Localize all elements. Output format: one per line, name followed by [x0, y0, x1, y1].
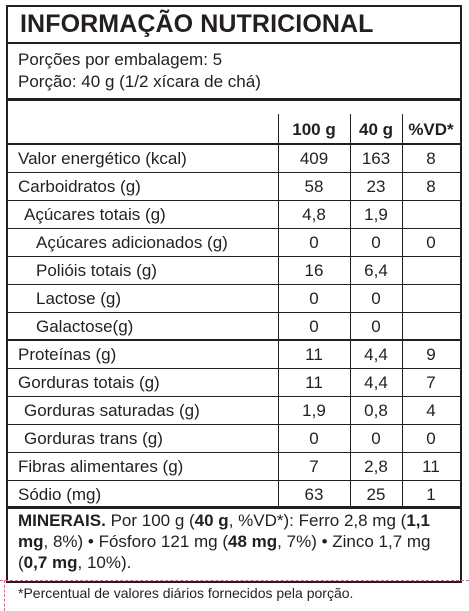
table-row: Carboidratos (g) 58 23 8: [8, 173, 460, 201]
table-row: Fibras alimentares (g) 7 2,8 11: [8, 453, 460, 481]
value-vd: 0: [426, 233, 436, 252]
value-100g: 0: [309, 233, 319, 252]
table-row: Gorduras totais (g) 11 4,4 7: [8, 369, 460, 397]
value-vd: 1: [426, 485, 436, 504]
column-divider-1: [278, 114, 279, 508]
value-40g: 25: [366, 485, 386, 504]
nutrient-name: Proteínas (g): [18, 345, 117, 364]
value-vd: [402, 201, 460, 228]
cut-line-top: [0, 580, 469, 581]
value-40g: 0,8: [364, 401, 388, 420]
value-40g: 0: [371, 289, 381, 308]
column-divider-3: [402, 114, 403, 508]
value-vd: [402, 313, 460, 339]
value-vd: 11: [422, 457, 440, 476]
minerals-portion: 40 g: [194, 511, 229, 530]
table-row: Valor energético (kcal) 409 163 8: [8, 145, 460, 173]
value-40g: 23: [366, 177, 386, 196]
nutrient-name: Valor energético (kcal): [18, 149, 187, 168]
minerals-zinc: , 7%) • Zinco 1,7 mg (: [18, 532, 431, 572]
table-row: Galactose(g) 0 0: [8, 313, 460, 341]
table-row: Gorduras saturadas (g) 1,9 0,8 4: [8, 397, 460, 425]
table-row: Polióis totais (g) 16 6,4: [8, 257, 460, 285]
table-row: Sódio (mg) 63 25 1: [8, 481, 460, 509]
column-divider-2: [350, 114, 351, 508]
nutrient-name: Açúcares totais (g): [24, 205, 166, 224]
table-header-row: 100 g 40 g %VD*: [8, 115, 460, 145]
value-100g: 409: [299, 149, 329, 168]
table-row: Açúcares adicionados (g) 0 0 0: [8, 229, 460, 257]
value-40g: 4,4: [364, 373, 388, 392]
value-40g: 0: [371, 233, 381, 252]
minerals-divider: [8, 506, 460, 508]
minerals-zinc-end: , 10%).: [77, 553, 132, 572]
value-100g: 63: [304, 485, 324, 504]
nutrient-name: Polióis totais (g): [36, 261, 157, 280]
servings-per-package: Porções por embalagem: 5: [18, 50, 223, 69]
value-40g: 1,9: [364, 205, 388, 224]
value-40g: 163: [361, 149, 391, 168]
serving-divider: [8, 98, 460, 101]
value-100g: 58: [304, 177, 324, 196]
value-100g: 4,8: [302, 205, 326, 224]
value-vd: 0: [426, 429, 436, 448]
nutrient-name: Açúcares adicionados (g): [36, 233, 228, 252]
footnote: *Percentual de valores diários fornecido…: [18, 585, 354, 601]
minerals-phosphorus: , 8%) • Fósforo 121 mg (: [43, 532, 229, 551]
value-40g: 0: [371, 317, 381, 336]
label-frame: [6, 5, 462, 583]
minerals-zinc-portion: 0,7 mg: [23, 553, 78, 572]
minerals-iron-portion: 1,1 mg: [18, 511, 430, 551]
value-100g: 16: [304, 261, 324, 280]
cut-line-left: [4, 580, 5, 611]
minerals-iron: , %VD*): Ferro 2,8 mg (: [228, 511, 407, 530]
nutrient-name: Carboidratos (g): [18, 177, 141, 196]
value-100g: 11: [305, 373, 323, 392]
table-row: Gorduras trans (g) 0 0 0: [8, 425, 460, 453]
value-vd: [402, 257, 460, 284]
value-100g: 7: [309, 457, 319, 476]
title-divider: [8, 42, 460, 44]
header-100g: 100 g: [292, 120, 336, 139]
minerals-heading: MINERAIS.: [18, 511, 106, 530]
nutrient-name: Gorduras totais (g): [18, 373, 160, 392]
value-vd: 4: [426, 401, 436, 420]
value-100g: 0: [309, 429, 319, 448]
value-40g: 0: [371, 429, 381, 448]
table-row: Proteínas (g) 11 4,4 9: [8, 341, 460, 369]
label-title: INFORMAÇÃO NUTRICIONAL: [20, 10, 374, 38]
value-100g: 0: [309, 317, 319, 336]
serving-size: Porção: 40 g (1/2 xícara de chá): [18, 72, 261, 91]
table-row: Açúcares totais (g) 4,8 1,9: [8, 201, 460, 229]
minerals-phosphorus-portion: 48 mg: [228, 532, 278, 551]
nutrient-name: Gorduras saturadas (g): [24, 401, 200, 420]
value-vd: [402, 285, 460, 312]
nutrient-name: Galactose(g): [36, 317, 134, 336]
header-vd: %VD*: [408, 120, 454, 139]
minerals-intro: Por 100 g (: [105, 511, 195, 530]
header-40g: 40 g: [358, 120, 394, 139]
nutrient-name: Lactose (g): [36, 289, 122, 308]
value-vd: 8: [426, 149, 436, 168]
nutrient-name: Gorduras trans (g): [24, 429, 163, 448]
value-100g: 1,9: [302, 401, 326, 420]
minerals-text: MINERAIS. Por 100 g (40 g, %VD*): Ferro …: [18, 510, 458, 573]
value-vd: 8: [426, 177, 436, 196]
value-40g: 2,8: [364, 457, 388, 476]
value-vd: 9: [426, 345, 436, 364]
value-vd: 7: [426, 373, 436, 392]
value-40g: 6,4: [364, 261, 388, 280]
nutrient-name: Sódio (mg): [18, 485, 102, 504]
value-100g: 0: [309, 289, 319, 308]
nutrient-name: Fibras alimentares (g): [18, 457, 184, 476]
value-40g: 4,4: [364, 345, 388, 364]
value-100g: 11: [305, 345, 323, 364]
table-row: Lactose (g) 0 0: [8, 285, 460, 313]
